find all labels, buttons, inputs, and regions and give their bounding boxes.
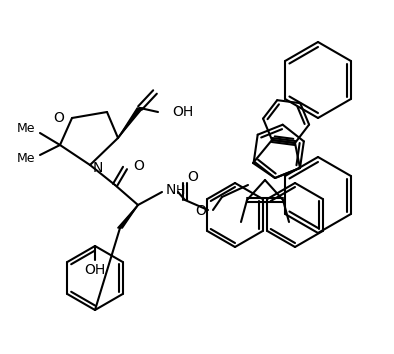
Text: N: N bbox=[166, 183, 177, 197]
Polygon shape bbox=[118, 205, 138, 228]
Polygon shape bbox=[118, 108, 143, 138]
Text: O: O bbox=[195, 204, 206, 218]
Text: Me: Me bbox=[17, 153, 35, 166]
Text: N: N bbox=[93, 161, 103, 175]
Text: O: O bbox=[133, 159, 144, 173]
Text: H: H bbox=[176, 184, 185, 198]
Text: OH: OH bbox=[172, 105, 193, 119]
Text: Me: Me bbox=[17, 122, 35, 136]
Text: OH: OH bbox=[84, 263, 106, 277]
Text: O: O bbox=[53, 111, 64, 125]
Text: O: O bbox=[187, 170, 198, 184]
